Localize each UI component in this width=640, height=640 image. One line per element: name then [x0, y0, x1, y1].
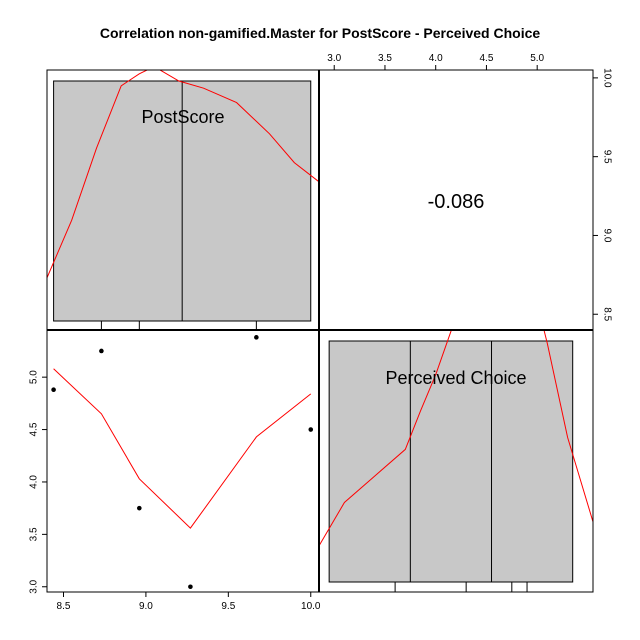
- top-axis-tick-label-0: 3.0: [327, 53, 341, 64]
- scatter-point-3: [188, 584, 193, 590]
- perceived-choice-histogram-panel: Perceived Choice: [319, 330, 593, 592]
- scatter-point-0: [51, 387, 56, 393]
- correlation-panel: -0.086: [428, 191, 485, 213]
- left-axis-tick-label-2: 4.0: [29, 475, 40, 489]
- postscore-histogram-panel: PostScore: [47, 70, 319, 330]
- top-axis: 3.0 3.5 4.0 4.5 5.0: [327, 53, 545, 71]
- scatter-point-1: [99, 348, 104, 354]
- scatter-point-4: [254, 335, 259, 340]
- right-axis-tick-label-1: 9.0: [602, 229, 613, 243]
- right-axis-tick-label-0: 8.5: [602, 307, 613, 321]
- left-axis-tick-label-3: 4.5: [29, 422, 40, 436]
- perceived-choice-label: Perceived Choice: [385, 368, 526, 388]
- bottom-axis-tick-label-2: 9.5: [221, 601, 235, 612]
- scatter-smooth-line: [53, 368, 312, 529]
- left-axis-tick-label-4: 5.0: [29, 370, 40, 384]
- right-axis-tick-label-2: 9.5: [602, 150, 613, 164]
- left-axis: 3.0 3.5 4.0 4.5 5.0: [29, 370, 48, 594]
- choice-density-curve: [319, 330, 593, 547]
- left-axis-tick-label-1: 3.5: [29, 527, 40, 541]
- chart-title: Correlation non-gamified.Master for Post…: [100, 25, 541, 41]
- top-axis-tick-label-4: 5.0: [530, 53, 544, 64]
- bottom-axis-tick-label-0: 8.5: [57, 601, 71, 612]
- left-axis-tick-label-0: 3.0: [29, 579, 40, 593]
- scatter-point-5: [308, 427, 314, 432]
- scatter-panel: [51, 335, 314, 590]
- right-axis-tick-label-3: 10.0: [602, 68, 613, 88]
- bottom-axis-tick-label-3: 10.0: [301, 601, 321, 612]
- postscore-density-curve: [47, 70, 319, 278]
- correlation-value: -0.086: [428, 191, 485, 213]
- bottom-axis: 8.5 9.0 9.5 10.0: [57, 591, 321, 612]
- top-axis-tick-label-3: 4.5: [479, 53, 493, 64]
- right-axis: 8.5 9.0 9.5 10.0: [592, 68, 613, 322]
- top-axis-tick-label-1: 3.5: [378, 53, 392, 64]
- postscore-label: PostScore: [141, 107, 224, 127]
- scatter-point-2: [137, 505, 142, 511]
- bottom-axis-tick-label-1: 9.0: [139, 601, 153, 612]
- top-axis-tick-label-2: 4.0: [429, 53, 443, 64]
- choice-hist-bar: [328, 340, 574, 583]
